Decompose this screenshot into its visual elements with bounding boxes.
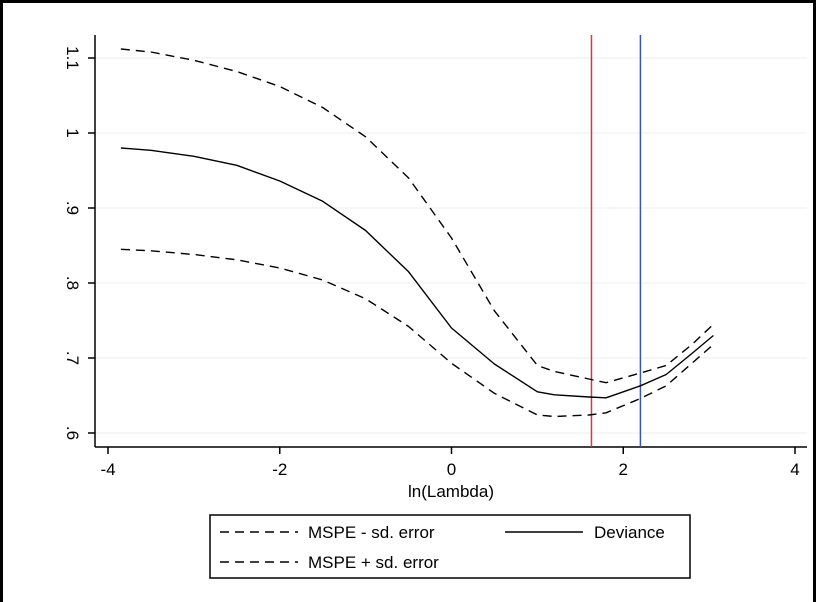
plot-area: -4 -2 0 2 4 .6 .7 .8 .9 1 1.1: [63, 35, 807, 479]
x-tick-label-3: 2: [619, 460, 628, 479]
reference-lines: [590, 35, 642, 447]
gridlines: [95, 57, 807, 434]
y-tick-label-0: .6: [63, 426, 82, 440]
x-tick-label-1: -2: [272, 460, 287, 479]
legend: MSPE - sd. error Deviance MSPE + sd. err…: [209, 514, 691, 579]
y-tick-label-5: 1.1: [63, 46, 82, 70]
x-axis-ticks: -4 -2 0 2 4: [100, 447, 800, 479]
y-axis-ticks: .6 .7 .8 .9 1 1.1: [63, 46, 95, 440]
legend-label-mspe-minus: MSPE - sd. error: [308, 523, 435, 542]
legend-box: [209, 514, 691, 579]
series-lines: [120, 48, 714, 418]
x-tick-label-0: -4: [100, 460, 115, 479]
series-line-mspe-sd-error: [120, 248, 714, 418]
legend-label-deviance: Deviance: [594, 523, 665, 542]
series-line-mspe-sd-error: [120, 48, 714, 384]
y-tick-label-1: .7: [63, 351, 82, 365]
legend-label-mspe-plus: MSPE + sd. error: [308, 553, 439, 572]
x-tick-label-2: 0: [447, 460, 456, 479]
series-line-deviance: [120, 147, 714, 399]
x-axis-title: ln(Lambda): [408, 482, 494, 501]
y-tick-label-3: .9: [63, 201, 82, 215]
x-tick-label-4: 4: [790, 460, 799, 479]
y-tick-label-2: .8: [63, 276, 82, 290]
y-tick-label-4: 1: [63, 128, 82, 137]
